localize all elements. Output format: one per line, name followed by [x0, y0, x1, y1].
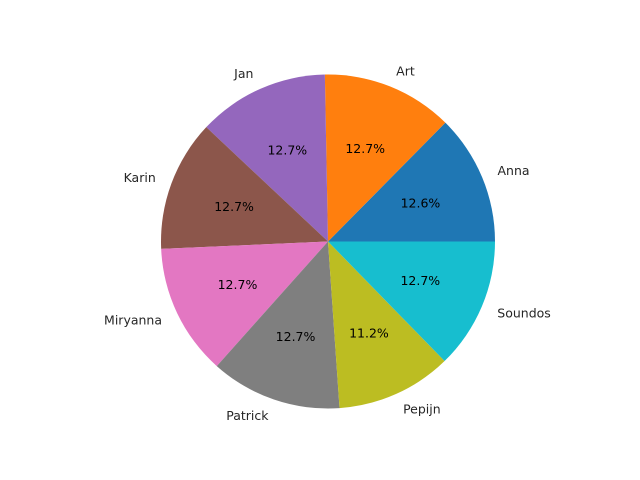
slice-label-jan: Jan — [233, 66, 253, 81]
pie-slices — [160, 74, 495, 409]
slice-percent-karin: 12.7% — [214, 199, 254, 214]
pie-slice-soundos — [328, 241, 495, 362]
slice-percent-anna: 12.6% — [401, 195, 441, 210]
pie-slice-miryanna — [161, 241, 328, 367]
pie-slice-patrick — [216, 241, 340, 409]
slice-percent-miryanna: 12.7% — [218, 277, 258, 292]
slice-label-miryanna: Miryanna — [104, 313, 162, 328]
slice-label-anna: Anna — [497, 163, 529, 178]
slice-label-patrick: Patrick — [226, 408, 269, 423]
slice-label-pepijn: Pepijn — [403, 402, 441, 417]
pie-slice-karin — [160, 127, 328, 249]
slice-percent-patrick: 12.7% — [276, 329, 316, 344]
pie-slice-art — [324, 74, 446, 242]
pie-slice-jan — [206, 74, 328, 242]
pie-slice-pepijn — [328, 241, 445, 409]
slice-label-soundos: Soundos — [497, 305, 551, 320]
pie-slice-anna — [328, 122, 495, 242]
pie-labels: Anna 12.6% Art 12.7% Jan 12.7% Karin 12.7% Mirya… — [104, 63, 551, 422]
slice-label-karin: Karin — [124, 170, 156, 185]
slice-percent-jan: 12.7% — [267, 142, 307, 157]
slice-percent-soundos: 12.7% — [400, 273, 440, 288]
slice-label-art: Art — [396, 63, 415, 78]
slice-percent-art: 12.7% — [345, 141, 385, 156]
slice-percent-pepijn: 11.2% — [349, 325, 389, 340]
